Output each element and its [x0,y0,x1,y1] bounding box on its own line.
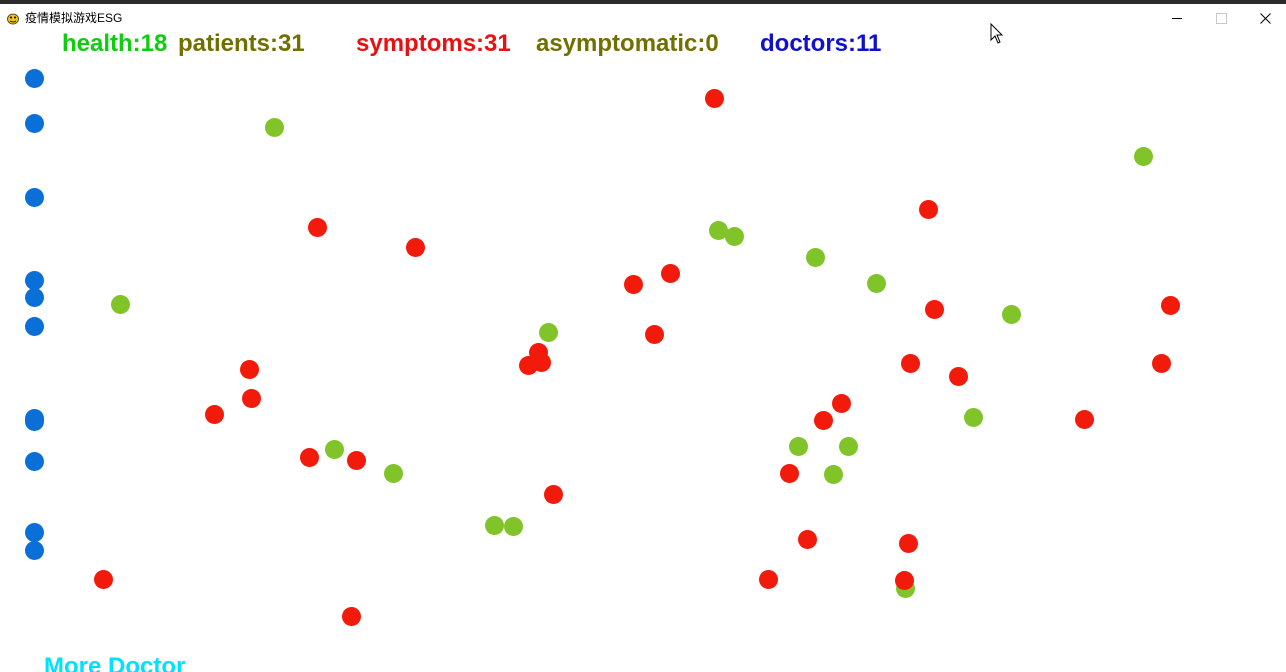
symptom-dot [759,570,778,589]
symptom-dot [240,360,259,379]
close-icon [1259,12,1271,24]
healthy-dot [1134,147,1153,166]
symptoms-count: symptoms:31 [356,30,511,57]
minimize-button[interactable] [1155,4,1199,32]
symptom-dot [342,607,361,626]
symptom-dot [300,448,319,467]
doctor-dot [25,452,44,471]
maximize-button[interactable] [1199,4,1243,32]
symptom-dot [925,300,944,319]
symptom-dot [1075,410,1094,429]
symptom-dot [1161,296,1180,315]
healthy-dot [867,274,886,293]
title-bar[interactable]: 疫情模拟游戏ESG [0,4,1286,32]
symptom-dot [308,218,327,237]
healthy-dot [824,465,843,484]
doctors-count: doctors:11 [760,30,882,57]
healthy-dot [839,437,858,456]
symptom-dot [832,394,851,413]
symptom-dot [1152,354,1171,373]
symptom-dot [814,411,833,430]
symptom-dot [661,264,680,283]
doctor-dot [25,412,44,431]
doctor-dot [25,69,44,88]
symptom-dot [780,464,799,483]
healthy-dot [485,516,504,535]
symptom-dot [705,89,724,108]
healthy-dot [789,437,808,456]
health-count: health:18 [62,30,168,57]
symptom-dot [901,354,920,373]
window-title: 疫情模拟游戏ESG [25,11,123,25]
window-top-border [0,0,1286,4]
doctor-dot [25,523,44,542]
symptom-dot [949,367,968,386]
doctor-dot [25,317,44,336]
doctor-dot [25,288,44,307]
healthy-dot [111,295,130,314]
healthy-dot [504,517,523,536]
symptom-dot [347,451,366,470]
doctor-dot [25,114,44,133]
more-doctor-button[interactable]: More Doctor [44,653,186,672]
doctor-dot [25,271,44,290]
mouse-pointer-icon [990,23,1004,44]
close-button[interactable] [1243,4,1286,32]
healthy-dot [806,248,825,267]
asymptomatic-count: asymptomatic:0 [536,30,719,57]
minimize-icon [1172,17,1182,19]
app-icon [7,13,19,25]
healthy-dot [539,323,558,342]
maximize-icon [1215,12,1227,24]
healthy-dot [265,118,284,137]
healthy-dot [384,464,403,483]
symptom-dot [798,530,817,549]
symptom-dot [544,485,563,504]
patients-count: patients:31 [178,30,305,57]
doctor-dot [25,541,44,560]
healthy-dot [325,440,344,459]
symptom-dot [895,571,914,590]
symptom-dot [242,389,261,408]
symptom-dot [406,238,425,257]
symptom-dot [645,325,664,344]
symptom-dot [899,534,918,553]
healthy-dot [1002,305,1021,324]
symptom-dot [94,570,113,589]
symptom-dot [532,353,551,372]
doctor-dot [25,188,44,207]
symptom-dot [205,405,224,424]
healthy-dot [964,408,983,427]
symptom-dot [624,275,643,294]
symptom-dot [919,200,938,219]
healthy-dot [725,227,744,246]
healthy-dot [709,221,728,240]
